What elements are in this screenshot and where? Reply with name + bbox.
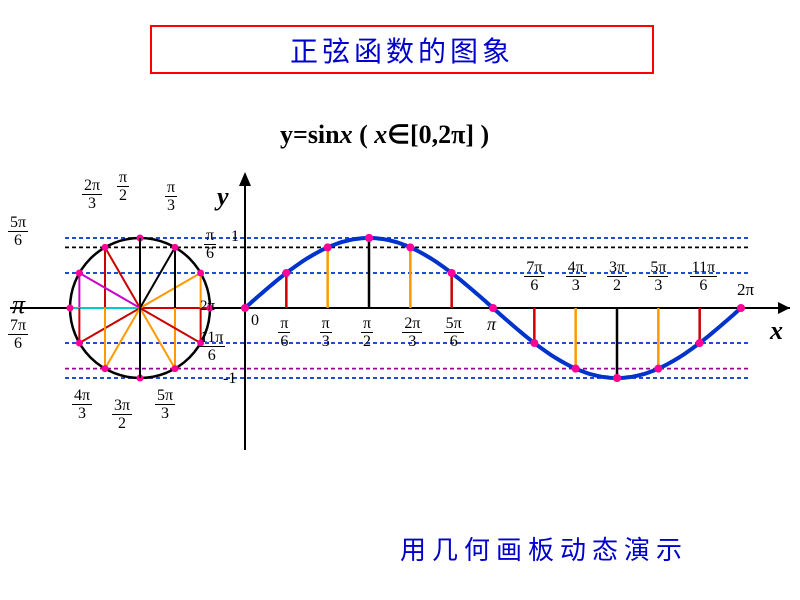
equation: y=sinx ( x∈[0,2π] ) [280, 120, 489, 150]
footer-text: 用几何画板动态演示 [400, 530, 688, 567]
diagram-canvas: yx01-1π22π3π35π6π67π62π11π64π33π25π3ππ6π… [0, 160, 800, 470]
title-box: 正弦函数的图象 [150, 25, 654, 74]
title-text: 正弦函数的图象 [290, 30, 514, 70]
